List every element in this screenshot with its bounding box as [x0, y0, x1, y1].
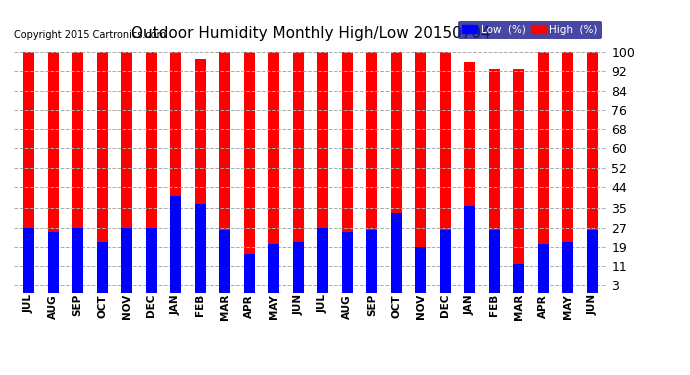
Bar — [562, 52, 573, 292]
Bar — [587, 52, 598, 292]
Bar — [538, 244, 549, 292]
Bar — [464, 62, 475, 292]
Bar — [562, 242, 573, 292]
Bar — [121, 228, 132, 292]
Bar — [391, 52, 402, 292]
Bar — [97, 242, 108, 292]
Bar — [170, 52, 181, 292]
Bar — [195, 59, 206, 292]
Bar — [415, 52, 426, 292]
Bar — [342, 52, 353, 292]
Bar — [23, 52, 34, 292]
Title: Outdoor Humidity Monthly High/Low 20150704: Outdoor Humidity Monthly High/Low 201507… — [130, 26, 491, 41]
Bar — [23, 228, 34, 292]
Bar — [48, 52, 59, 292]
Bar — [146, 228, 157, 292]
Bar — [513, 69, 524, 292]
Bar — [293, 242, 304, 292]
Bar — [48, 232, 59, 292]
Bar — [366, 52, 377, 292]
Bar — [366, 230, 377, 292]
Bar — [72, 52, 83, 292]
Bar — [195, 204, 206, 292]
Text: Copyright 2015 Cartronics.com: Copyright 2015 Cartronics.com — [14, 30, 166, 40]
Bar — [415, 247, 426, 292]
Bar — [391, 213, 402, 292]
Bar — [317, 228, 328, 292]
Bar — [342, 232, 353, 292]
Bar — [317, 52, 328, 292]
Bar — [268, 52, 279, 292]
Bar — [587, 230, 598, 292]
Bar — [219, 230, 230, 292]
Bar — [538, 52, 549, 292]
Bar — [489, 230, 500, 292]
Bar — [146, 52, 157, 292]
Bar — [440, 230, 451, 292]
Bar — [97, 52, 108, 292]
Bar — [72, 228, 83, 292]
Bar — [513, 264, 524, 292]
Legend: Low  (%), High  (%): Low (%), High (%) — [457, 21, 602, 39]
Bar — [219, 52, 230, 292]
Bar — [170, 196, 181, 292]
Bar — [244, 52, 255, 292]
Bar — [440, 52, 451, 292]
Bar — [293, 52, 304, 292]
Bar — [489, 69, 500, 292]
Bar — [268, 244, 279, 292]
Bar — [121, 52, 132, 292]
Bar — [244, 254, 255, 292]
Bar — [464, 206, 475, 292]
